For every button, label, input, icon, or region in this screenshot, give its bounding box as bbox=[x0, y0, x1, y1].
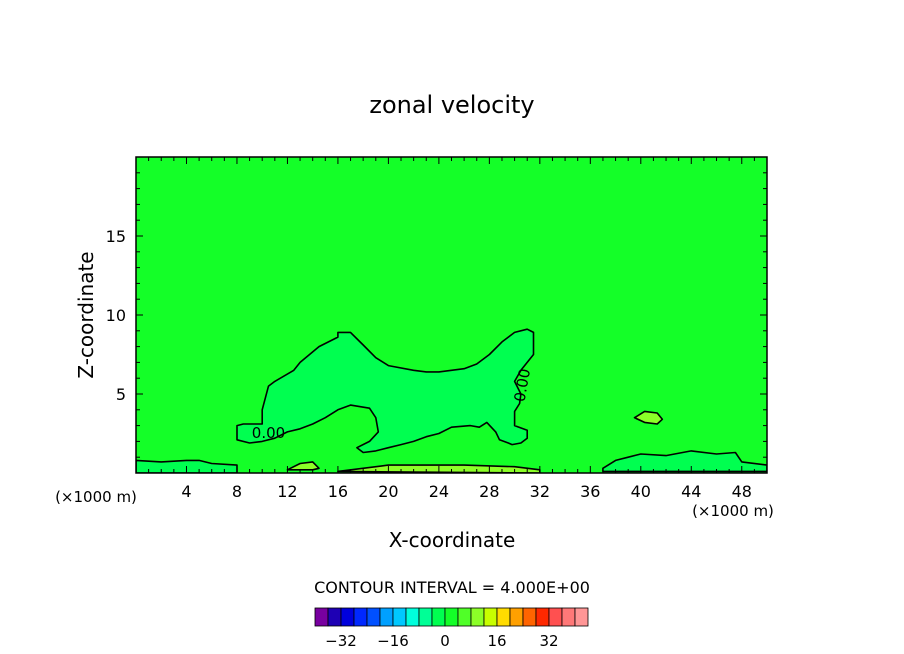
x-tick-label: 12 bbox=[277, 482, 297, 501]
x-tick-label: 48 bbox=[732, 482, 752, 501]
x-unit-left: (×1000 m) bbox=[55, 488, 137, 506]
colorbar-swatch bbox=[405, 607, 420, 627]
contour-label: 0.00 bbox=[511, 367, 535, 403]
colorbar-swatch bbox=[522, 607, 537, 627]
colorbar-swatch bbox=[444, 607, 459, 627]
colorbar-swatch bbox=[574, 607, 589, 627]
colorbar-swatch bbox=[431, 607, 446, 627]
plot-area: 0.00 0.00 bbox=[135, 156, 768, 474]
chart-title: zonal velocity bbox=[369, 91, 534, 119]
colorbar-swatch bbox=[457, 607, 472, 627]
x-tick-label: 44 bbox=[681, 482, 701, 501]
colorbar-swatch bbox=[379, 607, 394, 627]
x-tick-label: 4 bbox=[181, 482, 191, 501]
colorbar-swatch bbox=[483, 607, 498, 627]
x-tick-label: 36 bbox=[580, 482, 600, 501]
x-tick-label: 40 bbox=[631, 482, 651, 501]
x-tick-label: 8 bbox=[232, 482, 242, 501]
region-upper-lobe bbox=[236, 328, 535, 454]
x-axis-label: X-coordinate bbox=[389, 528, 516, 552]
x-unit-right: (×1000 m) bbox=[692, 502, 774, 520]
colorbar-swatch bbox=[366, 607, 381, 627]
colorbar-label: 32 bbox=[539, 632, 558, 650]
colorbar-label: 16 bbox=[487, 632, 506, 650]
x-tick-label: 16 bbox=[328, 482, 348, 501]
x-tick-label: 20 bbox=[378, 482, 398, 501]
y-tick-label: 10 bbox=[106, 306, 126, 325]
contour-interval-text: CONTOUR INTERVAL = 4.000E+00 bbox=[314, 578, 590, 597]
colorbar-swatch bbox=[392, 607, 407, 627]
y-tick-label: 15 bbox=[106, 227, 126, 246]
colorbar-swatch bbox=[561, 607, 576, 627]
colorbar-swatch bbox=[548, 607, 563, 627]
colorbar-swatch bbox=[470, 607, 485, 627]
x-tick-label: 32 bbox=[530, 482, 550, 501]
colorbar-label: −32 bbox=[325, 632, 357, 650]
colorbar-swatch bbox=[418, 607, 433, 627]
x-tick-label: 24 bbox=[429, 482, 449, 501]
contour-label: 0.00 bbox=[252, 424, 285, 442]
colorbar-swatch bbox=[535, 607, 550, 627]
y-axis-label: Z-coordinate bbox=[74, 251, 98, 378]
region-small-patch bbox=[633, 410, 664, 425]
colorbar-swatch bbox=[314, 607, 329, 627]
colorbar-swatch bbox=[327, 607, 342, 627]
colorbar-label: −16 bbox=[377, 632, 409, 650]
colorbar-swatch bbox=[353, 607, 368, 627]
x-tick-label: 28 bbox=[479, 482, 499, 501]
region-right-patch bbox=[602, 450, 767, 473]
region-surface-bump bbox=[286, 461, 320, 471]
colorbar-swatch bbox=[340, 607, 355, 627]
y-tick-label: 5 bbox=[116, 385, 126, 404]
colorbar-swatch bbox=[509, 607, 524, 627]
colorbar-swatch bbox=[496, 607, 511, 627]
colorbar-label: 0 bbox=[440, 632, 450, 650]
colorbar: −32 −16 0 16 32 bbox=[314, 607, 589, 650]
